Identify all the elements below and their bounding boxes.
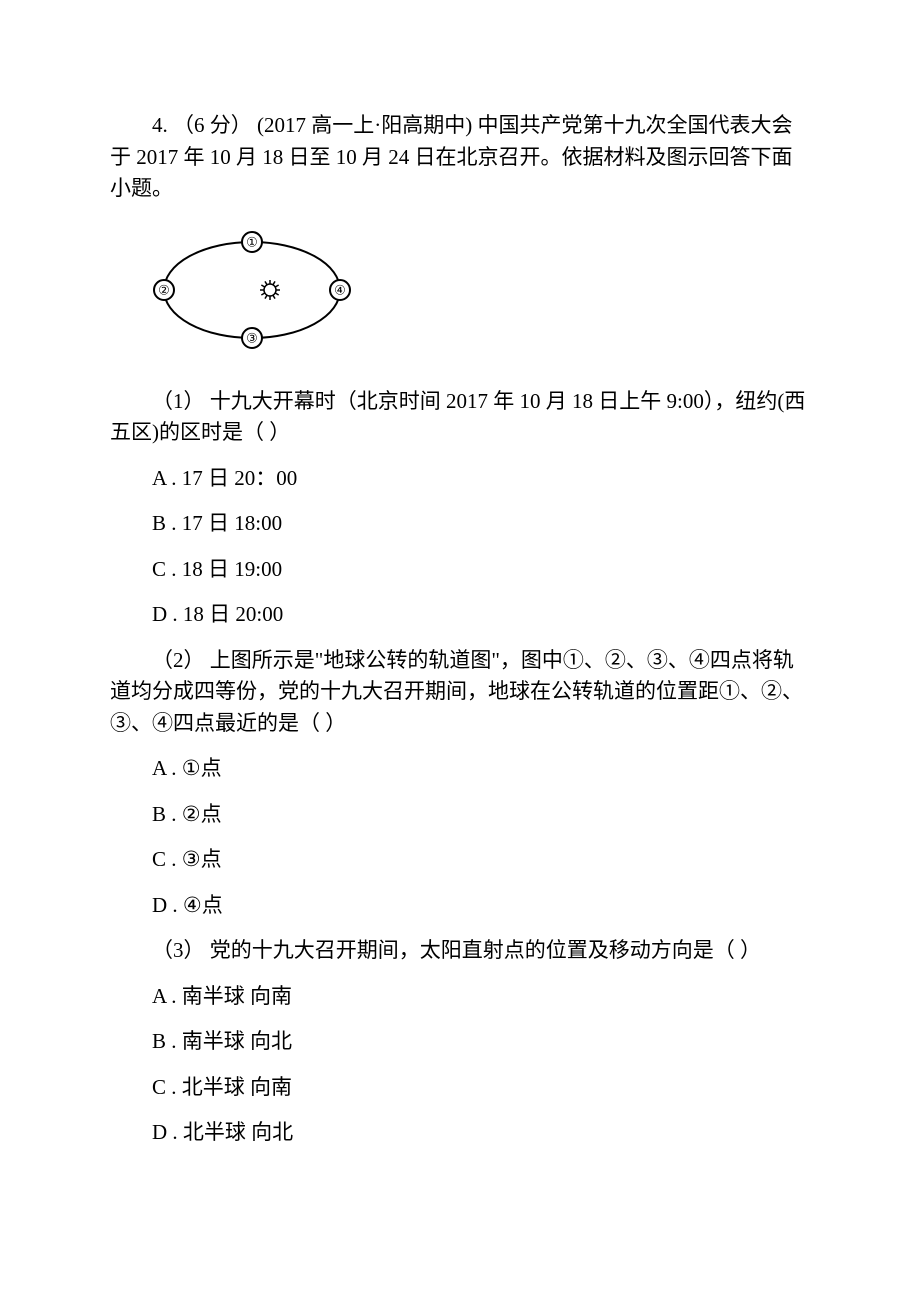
sub1-option-a: A . 17 日 20：00	[152, 463, 810, 495]
sub1-option-d: D . 18 日 20:00	[152, 599, 810, 631]
svg-text:③: ③	[246, 330, 258, 345]
sub3-option-c: C . 北半球 向南	[152, 1072, 810, 1104]
sub3-option-d: D . 北半球 向北	[152, 1117, 810, 1149]
sub3-option-b: B . 南半球 向北	[152, 1026, 810, 1058]
sub-question-1: （1） 十九大开幕时（北京时间 2017 年 10 月 18 日上午 9:00）…	[110, 386, 810, 449]
svg-text:④: ④	[334, 282, 346, 297]
sub-question-2: （2） 上图所示是"地球公转的轨道图"，图中①、②、③、④四点将轨道均分成四等份…	[110, 645, 810, 740]
sub1-option-c: C . 18 日 19:00	[152, 554, 810, 586]
sub2-option-c: C . ③点	[152, 844, 810, 876]
svg-text:①: ①	[246, 234, 258, 249]
question-points: （6 分）	[173, 113, 252, 137]
question-source: (2017 高一上·阳高期中)	[257, 113, 472, 137]
sub-question-3: （3） 党的十九大召开期间，太阳直射点的位置及移动方向是（ ）	[110, 935, 810, 967]
svg-text:②: ②	[158, 282, 170, 297]
sub2-option-d: D . ④点	[152, 890, 810, 922]
sub2-option-b: B . ②点	[152, 799, 810, 831]
question-stem: 4. （6 分） (2017 高一上·阳高期中) 中国共产党第十九次全国代表大会…	[110, 110, 810, 205]
question-number: 4.	[152, 113, 168, 137]
sub3-option-a: A . 南半球 向南	[152, 981, 810, 1013]
orbit-diagram: ① ② ③ ④	[142, 220, 810, 368]
sub2-option-a: A . ①点	[152, 753, 810, 785]
sub1-option-b: B . 17 日 18:00	[152, 508, 810, 540]
orbit-svg: ① ② ③ ④	[142, 220, 362, 360]
